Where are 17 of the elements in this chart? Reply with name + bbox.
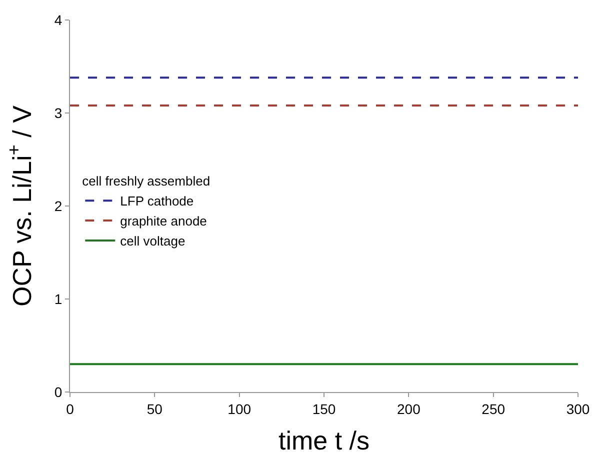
legend-title: cell freshly assembled bbox=[82, 174, 210, 189]
y-tick-label: 0 bbox=[54, 384, 62, 400]
x-tick-label: 50 bbox=[146, 400, 163, 417]
y-tick-label: 2 bbox=[54, 198, 62, 214]
x-tick-label: 250 bbox=[482, 400, 506, 417]
x-tick-label: 100 bbox=[228, 400, 252, 417]
x-tick-label: 0 bbox=[66, 400, 74, 417]
legend-label: LFP cathode bbox=[120, 194, 194, 209]
legend-label: graphite anode bbox=[120, 214, 207, 229]
x-tick-label: 150 bbox=[312, 400, 336, 417]
x-tick-label: 300 bbox=[566, 400, 590, 417]
y-tick-label: 4 bbox=[54, 12, 62, 28]
legend-label: cell voltage bbox=[120, 234, 186, 249]
x-axis-title: time t /s bbox=[278, 426, 370, 456]
y-tick-label: 1 bbox=[54, 290, 62, 307]
y-tick-label: 3 bbox=[54, 104, 62, 121]
x-tick-label: 200 bbox=[396, 400, 421, 417]
